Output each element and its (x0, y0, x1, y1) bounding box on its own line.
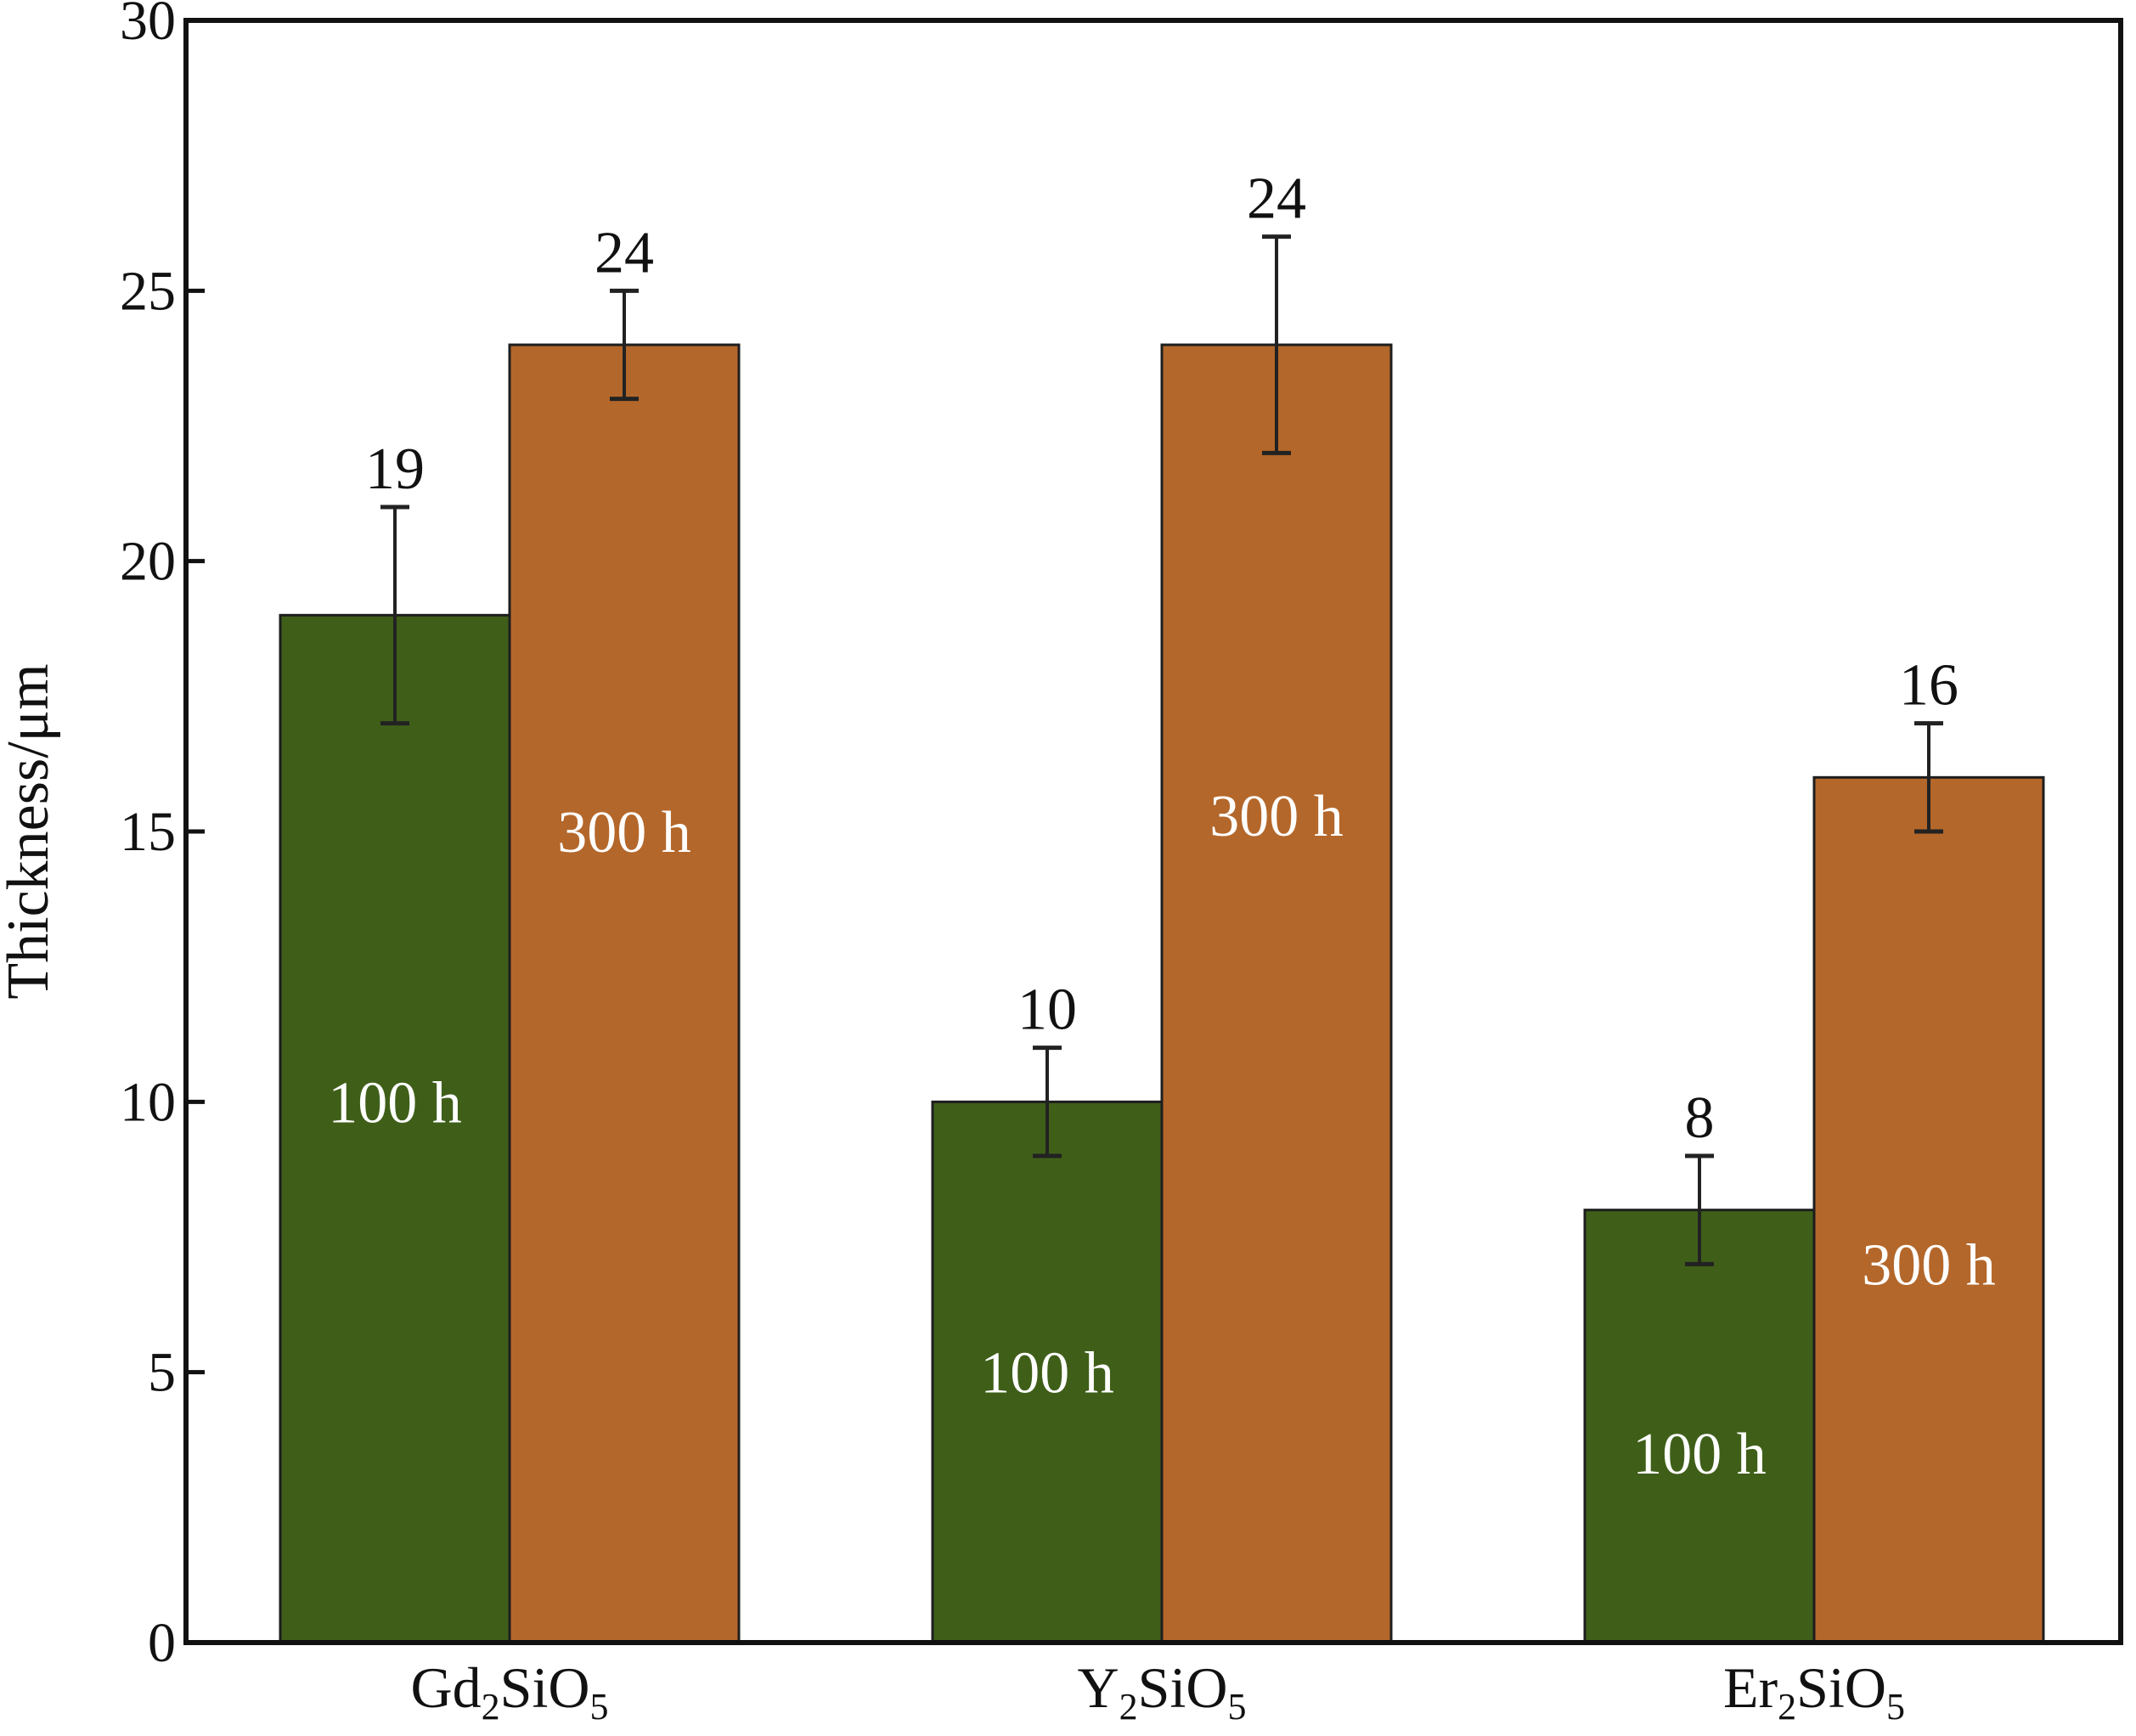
value-label-0-1: 24 (595, 220, 654, 285)
y-tick-label: 20 (120, 531, 176, 593)
y-tick-label: 30 (120, 0, 176, 52)
y-axis-ticks: 0 5 10 15 20 25 30 (120, 0, 205, 1674)
series-label-1-0: 100 h (980, 1341, 1114, 1406)
value-label-2-1: 16 (1899, 653, 1958, 719)
y-tick-label: 0 (148, 1612, 176, 1674)
value-labels-group: 19 10 8 24 24 16 (365, 166, 1958, 1151)
series-label-0-1: 300 h (557, 800, 691, 865)
series-label-2-1: 300 h (1862, 1232, 1996, 1298)
series-label-1-1: 300 h (1209, 784, 1344, 849)
value-label-2-0: 8 (1685, 1085, 1715, 1151)
value-label-0-0: 19 (365, 437, 425, 502)
error-bar-1-1 (1262, 234, 1291, 455)
y-tick-label: 15 (120, 801, 176, 863)
series-labels-group: 100 h 100 h 100 h 300 h 300 h 300 h (328, 784, 1996, 1487)
x-category-label: Y2SiO5 (1078, 1655, 1247, 1728)
x-category-label: Gd2SiO5 (411, 1655, 609, 1728)
error-bar-1-0 (1033, 1046, 1062, 1158)
y-tick-label: 5 (148, 1342, 176, 1404)
series-label-2-0: 100 h (1632, 1422, 1767, 1487)
bar-1-1 (1160, 343, 1393, 1644)
x-axis-category-labels: Gd2SiO5 Y2SiO5 Er2SiO5 (411, 1655, 1905, 1728)
y-tick-label: 10 (120, 1071, 176, 1133)
bar-0-1 (508, 343, 741, 1644)
y-axis-label: Thickness/μm (0, 663, 61, 999)
bars-group (279, 343, 2045, 1644)
value-label-1-1: 24 (1247, 166, 1306, 232)
bar-0-0 (279, 613, 511, 1644)
y-tick-label: 25 (120, 260, 176, 322)
errorbars-group (380, 234, 1943, 1266)
error-bar-2-1 (1914, 721, 1943, 834)
error-bar-0-1 (610, 288, 639, 402)
error-bar-2-0 (1685, 1153, 1714, 1266)
bar-2-0 (1583, 1209, 1816, 1644)
error-bar-0-0 (380, 504, 409, 726)
series-label-0-0: 100 h (328, 1070, 462, 1136)
plot-frame (183, 18, 2123, 1645)
bar-2-1 (1812, 775, 2045, 1644)
value-label-1-0: 10 (1017, 978, 1077, 1043)
x-category-label: Er2SiO5 (1723, 1655, 1905, 1728)
